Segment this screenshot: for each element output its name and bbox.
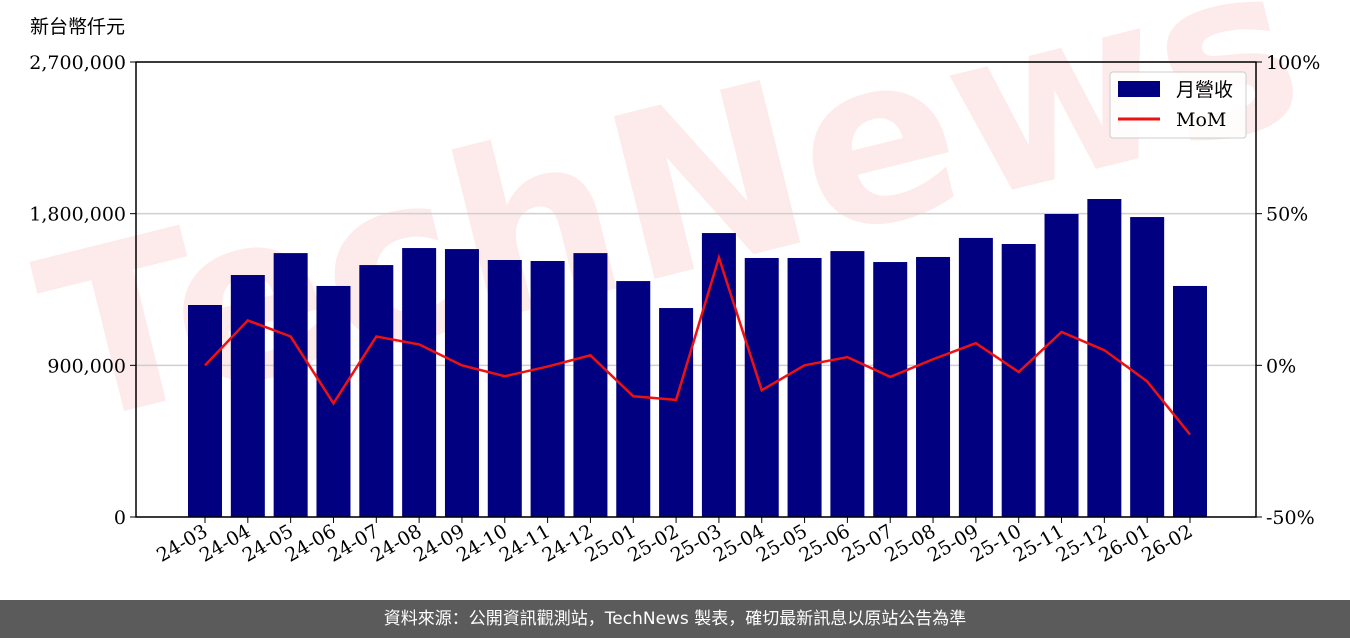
bar [487,260,522,517]
bar [230,275,265,517]
legend-label: 月營收 [1176,79,1233,101]
y-tick-label: 2,700,000 [29,52,126,74]
y-axis-title: 新台幣仟元 [30,16,125,38]
bar [873,262,908,517]
y2-tick-label: 50% [1266,204,1308,226]
bar [787,257,822,517]
line [204,253,1191,436]
chart: 新台幣仟元 TechNews0900,0001,800,0002,700,000… [18,0,1325,567]
y2-tick-label: 0% [1266,355,1296,377]
bar [830,251,865,518]
bar [359,265,394,517]
bar [701,233,736,517]
bar [958,237,993,517]
legend-swatch [1118,81,1160,97]
y2-tick-label: 100% [1266,52,1320,74]
bar [273,253,308,517]
plot-frame [135,61,1257,518]
y-tick-label: 0 [114,507,126,529]
bar [402,248,437,518]
bar [573,253,608,517]
bar [530,261,565,517]
footer: 資料來源：公開資訊觀測站，TechNews 製表，確切最新訊息以原站公告為準 [0,600,1350,638]
bar [1173,285,1207,517]
bar [659,308,694,517]
bar [916,256,951,517]
bar [1001,244,1036,517]
x-tick-label: 26-02 [1138,520,1196,566]
bar [1130,217,1165,517]
bar [616,281,651,517]
bar [188,305,222,517]
y2-tick-label: -50% [1266,507,1315,529]
bar [444,249,479,518]
bar [1044,214,1079,517]
legend-label: MoM [1176,109,1226,131]
y-tick-label: 900,000 [47,355,126,377]
y-tick-label: 1,800,000 [29,204,126,226]
